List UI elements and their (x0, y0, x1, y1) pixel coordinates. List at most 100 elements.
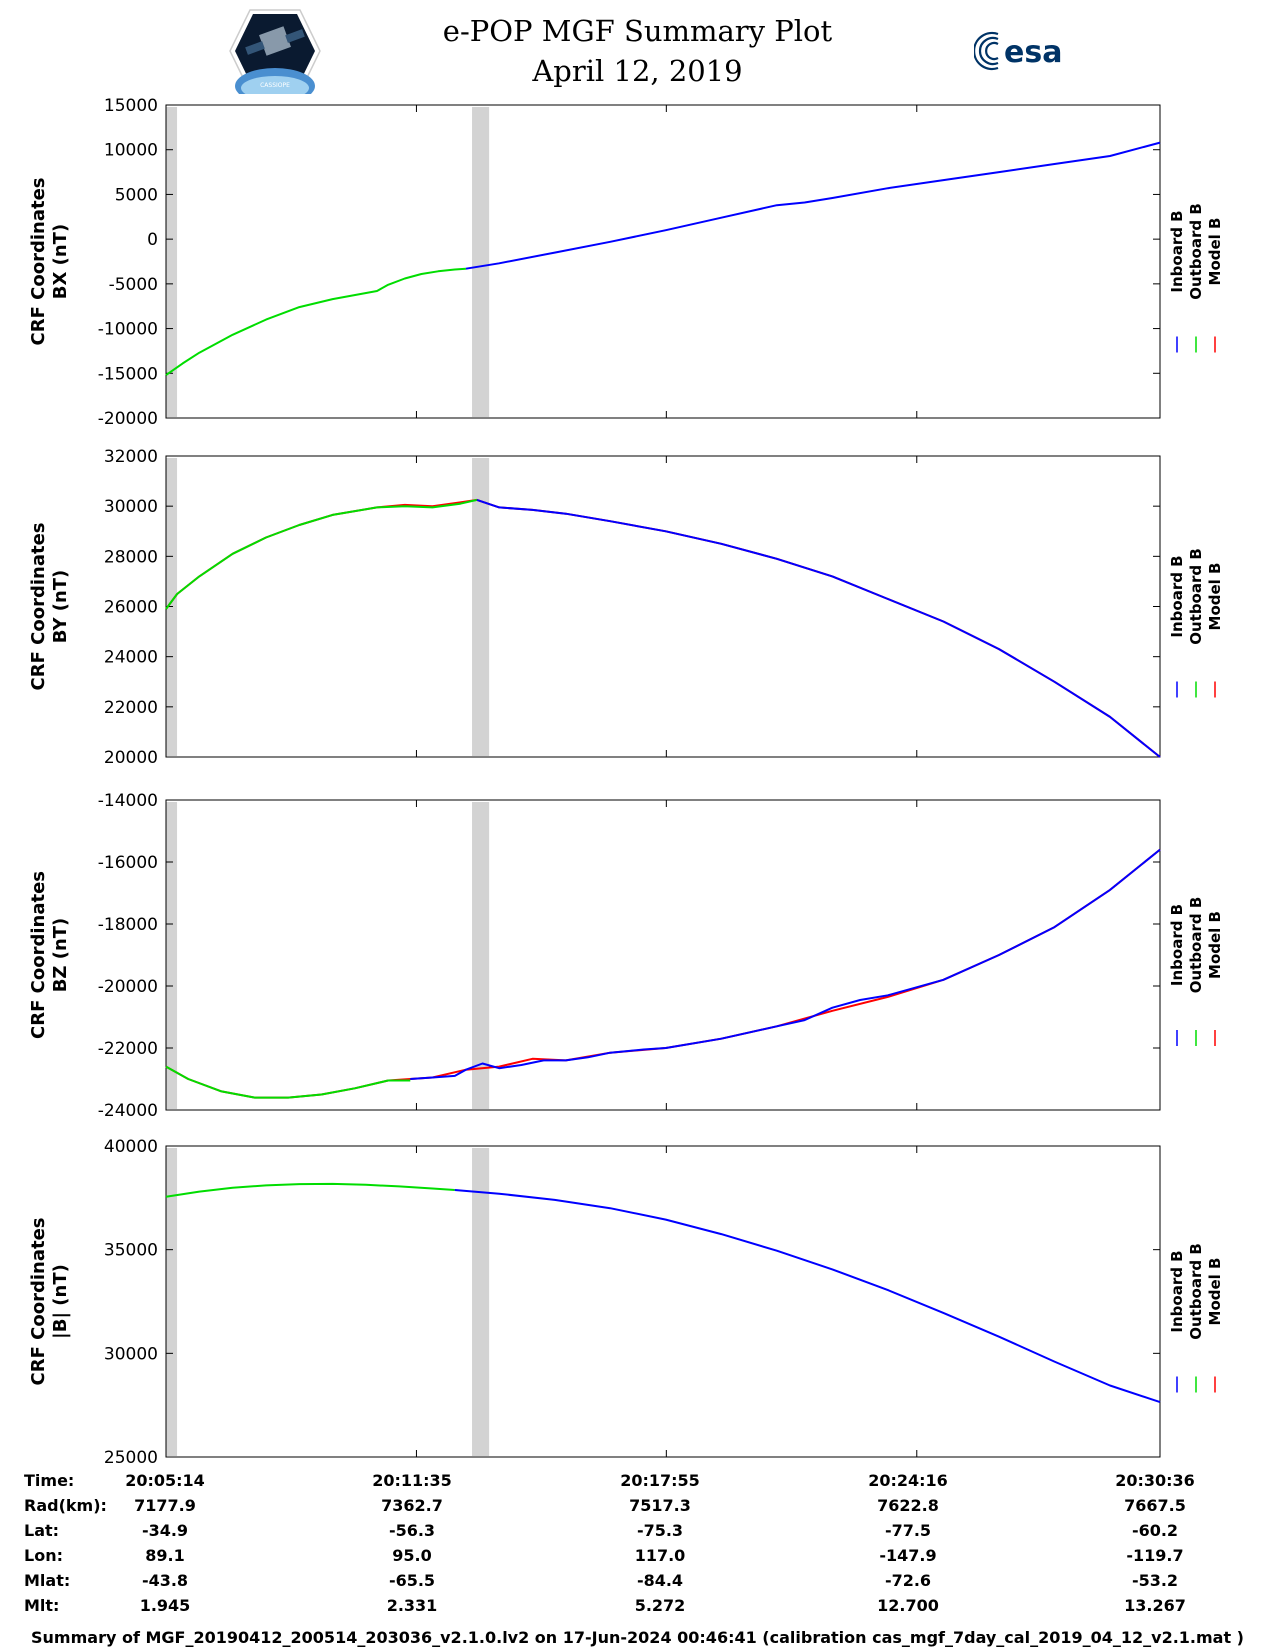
data-gap-bar (171, 802, 178, 1109)
plot-frame (165, 104, 1161, 419)
info-label: Time: (24, 1471, 75, 1490)
data-gap-bar (165, 1148, 172, 1456)
plot-title: e-POP MGF Summary Plot (442, 14, 833, 48)
plot-frame (165, 455, 1161, 758)
y-tick-label: -18000 (98, 915, 158, 935)
y-axis-label: CRF Coordinates (28, 178, 49, 346)
chart-panel-1: 15000 10000 5000 0 -5000 -10000 -15000 -20000 CR… (28, 96, 1224, 429)
chart-panel-4: 40000 35000 30000 25000 CRF Coordinates |B| (… (28, 1137, 1224, 1468)
info-value: 1.945 (139, 1596, 191, 1615)
info-label: Lon: (24, 1546, 63, 1565)
legend-label: Outboard B (1187, 1243, 1205, 1340)
y-tick-label: -24000 (98, 1101, 158, 1121)
logo-left-text: CASSIOPE (260, 82, 290, 89)
y-tick-label: -14000 (98, 791, 158, 811)
info-value: 2.331 (386, 1596, 438, 1615)
y-tick-label: -16000 (98, 853, 158, 873)
y-tick-label: -10000 (98, 320, 158, 340)
y-tick-label: 25000 (104, 1448, 158, 1468)
y-axis-label: BX (nT) (50, 224, 71, 299)
y-tick-label: 15000 (104, 96, 158, 116)
y-tick-label: -20000 (98, 977, 158, 997)
footer-caption: Summary of MGF_20190412_200514_203036_v2… (31, 1628, 1244, 1647)
series-line-model-b (165, 498, 1161, 758)
series-line-outboard-b (165, 1065, 411, 1099)
info-value: -53.2 (1131, 1571, 1179, 1590)
legend-label: Model B (1206, 911, 1224, 979)
info-label: Lat: (24, 1521, 60, 1540)
legend-label: Outboard B (1187, 548, 1205, 645)
y-tick-label: 26000 (104, 598, 158, 618)
series-line-inboard-b (465, 141, 1161, 270)
info-value: -65.5 (388, 1571, 436, 1590)
info-value: 7362.7 (381, 1496, 443, 1515)
data-gap-bar (477, 458, 484, 756)
info-label: Rad(km): (24, 1496, 107, 1515)
plot-frame (165, 1145, 1161, 1458)
y-tick-label: 24000 (104, 648, 158, 668)
y-axis-label: BY (nT) (50, 570, 71, 644)
info-value: 20:11:35 (372, 1471, 452, 1490)
info-value: 13.267 (1124, 1596, 1186, 1615)
series-line-outboard-b (165, 498, 478, 610)
data-gap-bar (477, 1148, 484, 1456)
info-label: Mlt: (24, 1596, 60, 1615)
data-gap-bar (483, 458, 490, 756)
y-tick-label: 22000 (104, 698, 158, 718)
y-axis-label: CRF Coordinates (28, 1218, 49, 1386)
info-value: 7177.9 (134, 1496, 196, 1515)
info-value: 20:17:55 (620, 1471, 700, 1490)
data-gap-bar (171, 458, 178, 756)
y-axis-label: BZ (nT) (50, 918, 71, 993)
y-tick-label: 40000 (104, 1137, 158, 1157)
info-value: -34.9 (141, 1521, 189, 1540)
esa-logo: esa (974, 31, 1062, 71)
legend-label: Outboard B (1187, 203, 1205, 300)
data-gap-bar (483, 1148, 490, 1456)
info-value: -60.2 (1131, 1521, 1179, 1540)
data-gap-bar (483, 107, 490, 417)
info-value: 7667.5 (1124, 1496, 1186, 1515)
series-line-inboard-b (476, 498, 1161, 758)
info-value: -72.6 (884, 1571, 932, 1590)
series-line-inboard-b (410, 848, 1161, 1080)
info-value: -77.5 (884, 1521, 932, 1540)
legend-label: Inboard B (1168, 904, 1186, 986)
legend-label: Inboard B (1168, 1250, 1186, 1332)
cassiope-logo: CASSIOPE (229, 9, 321, 94)
legend-label: Outboard B (1187, 897, 1205, 994)
y-tick-label: -22000 (98, 1039, 158, 1059)
info-value: 20:24:16 (868, 1471, 948, 1490)
info-value: 89.1 (145, 1546, 185, 1565)
data-gap-bar (472, 458, 479, 756)
info-value: 7517.3 (629, 1496, 691, 1515)
info-value: 7622.8 (877, 1496, 939, 1515)
y-tick-label: 35000 (104, 1241, 158, 1261)
legend-label: Model B (1206, 218, 1224, 286)
info-value: 20:30:36 (1115, 1471, 1195, 1490)
info-value: -56.3 (388, 1521, 436, 1540)
series-line-model-b (165, 848, 1161, 1099)
y-tick-label: 28000 (104, 547, 158, 567)
chart-panel-3: -14000 -16000 -18000 -20000 -22000 -24000 CRF … (28, 791, 1224, 1121)
y-tick-label: 30000 (104, 497, 158, 517)
y-tick-label: 20000 (104, 748, 158, 768)
legend-label: Model B (1206, 563, 1224, 631)
data-gap-bar (472, 1148, 479, 1456)
logo-right-text: esa (1004, 35, 1062, 70)
data-gap-bar (477, 107, 484, 417)
data-gap-bar (171, 1148, 178, 1456)
y-tick-label: 5000 (115, 185, 158, 205)
info-value: 12.700 (877, 1596, 939, 1615)
legend-label: Model B (1206, 1258, 1224, 1326)
info-label: Mlat: (24, 1571, 71, 1590)
data-gap-bar (171, 107, 178, 417)
chart-panel-2: 32000 30000 28000 26000 24000 22000 20000 CRF C… (28, 447, 1224, 768)
data-gap-bar (165, 802, 172, 1109)
info-value: 117.0 (634, 1546, 686, 1565)
y-tick-label: -20000 (98, 409, 158, 429)
series-line-outboard-b (165, 1182, 455, 1198)
info-value: -147.9 (879, 1546, 937, 1565)
info-value: 20:05:14 (125, 1471, 205, 1490)
